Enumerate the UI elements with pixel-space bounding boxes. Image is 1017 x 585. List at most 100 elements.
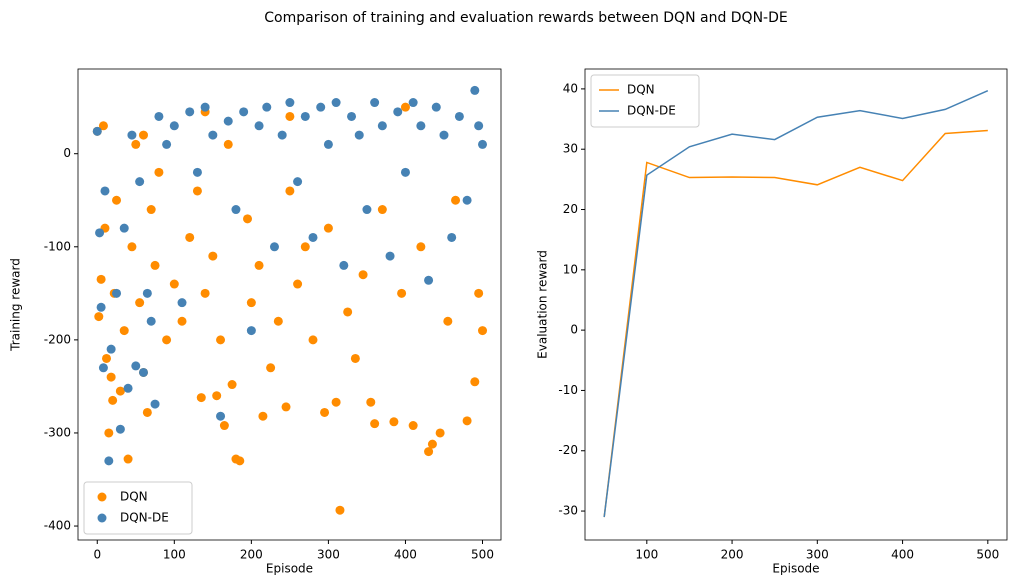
scatter-point: [185, 107, 195, 117]
scatter-point: [331, 397, 341, 407]
y-tick-label: 40: [563, 81, 578, 95]
legend-marker: [97, 492, 107, 502]
scatter-point: [285, 111, 295, 121]
scatter-point: [142, 288, 152, 298]
scatter-point: [115, 386, 125, 396]
x-tick-label: 100: [163, 548, 186, 562]
scatter-point: [200, 288, 210, 298]
scatter-point: [366, 397, 376, 407]
scatter-point: [397, 288, 407, 298]
scatter-point: [112, 195, 122, 205]
scatter-point: [343, 307, 353, 317]
scatter-point: [350, 353, 360, 363]
scatter-point: [208, 251, 218, 261]
scatter-point: [138, 130, 148, 140]
scatter-point: [246, 326, 256, 336]
scatter-point: [216, 335, 226, 345]
scatter-point: [273, 316, 283, 326]
scatter-point: [424, 447, 434, 457]
scatter-point: [123, 383, 133, 393]
scatter-point: [400, 167, 410, 177]
figure-title: Comparison of training and evaluation re…: [264, 10, 787, 26]
scatter-point: [416, 242, 426, 252]
scatter-point: [231, 205, 241, 215]
scatter-point: [169, 121, 179, 131]
y-tick-label: -20: [558, 443, 578, 457]
scatter-point: [208, 130, 218, 140]
scatter-point: [212, 391, 222, 401]
axes-frame: [584, 68, 1008, 541]
scatter-point: [106, 344, 116, 354]
legend-box: [590, 74, 700, 128]
scatter-point: [96, 302, 106, 312]
scatter-point: [474, 288, 484, 298]
x-tick-label: 400: [394, 548, 417, 562]
scatter-point: [443, 316, 453, 326]
scatter-point: [358, 270, 368, 280]
y-tick-label: -100: [44, 239, 71, 253]
x-axis-label: Episode: [266, 562, 313, 576]
axes: 100 200 300 400 500 -30 -20 -10 0 10 20 30 40 Episode…: [536, 81, 1000, 575]
scatter-point: [200, 102, 210, 112]
scatter-point: [454, 111, 464, 121]
y-tick-label: -300: [44, 425, 71, 439]
scatter-point: [474, 121, 484, 131]
x-tick-label: 200: [721, 548, 744, 562]
scatter-point: [131, 139, 141, 149]
scatter-point: [96, 274, 106, 284]
y-tick-label: 20: [563, 202, 578, 216]
scatter-point: [235, 456, 245, 466]
scatter-point: [102, 353, 112, 363]
y-tick-label: 30: [563, 142, 578, 156]
scatter-point: [377, 205, 387, 215]
scatter-point: [254, 260, 264, 270]
scatter-point: [320, 407, 330, 417]
scatter-point: [447, 232, 457, 242]
scatter-point: [424, 275, 434, 285]
scatter-point: [308, 232, 318, 242]
scatter-point: [370, 419, 380, 429]
line-series: [603, 90, 989, 518]
scatter-point: [162, 335, 172, 345]
scatter-point: [154, 167, 164, 177]
scatter-point: [389, 417, 399, 427]
legend-label: DQN-DE: [120, 511, 169, 525]
scatter-point: [470, 377, 480, 387]
scatter-point: [451, 195, 461, 205]
scatter-point: [266, 363, 276, 373]
scatter-point: [439, 130, 449, 140]
scatter-point: [354, 130, 364, 140]
scatter-point: [119, 326, 129, 336]
scatter-point: [119, 223, 129, 233]
scatter-point: [106, 372, 116, 382]
scatter-point: [323, 223, 333, 233]
scatter-point: [95, 228, 105, 238]
axes: 0 100 200 300 400 500 -400 -300 -200 -100 0 Episode…: [9, 146, 494, 575]
x-tick-label: 0: [93, 548, 101, 562]
axes-frame: [77, 68, 502, 541]
scatter-point: [470, 85, 480, 95]
scatter-point: [285, 98, 295, 108]
x-tick-label: 500: [976, 548, 999, 562]
scatter-point: [196, 393, 206, 403]
scatter-point: [146, 205, 156, 215]
scatter-point: [335, 505, 345, 515]
scatter-point: [435, 428, 445, 438]
x-tick-label: 200: [240, 548, 263, 562]
scatter-point: [300, 111, 310, 121]
scatter-point: [347, 111, 357, 121]
y-tick-label: -30: [558, 504, 578, 518]
scatter-point: [227, 380, 237, 390]
scatter-point: [243, 214, 253, 224]
scatter-point: [331, 98, 341, 108]
scatter-point: [400, 102, 410, 112]
x-tick-label: 300: [806, 548, 829, 562]
scatter-point: [293, 279, 303, 289]
line-series: [603, 129, 988, 518]
scatter-point: [150, 399, 160, 409]
legend-box: [83, 481, 193, 535]
scatter-point: [142, 407, 152, 417]
scatter-point: [192, 186, 202, 196]
scatter-point: [362, 205, 372, 215]
